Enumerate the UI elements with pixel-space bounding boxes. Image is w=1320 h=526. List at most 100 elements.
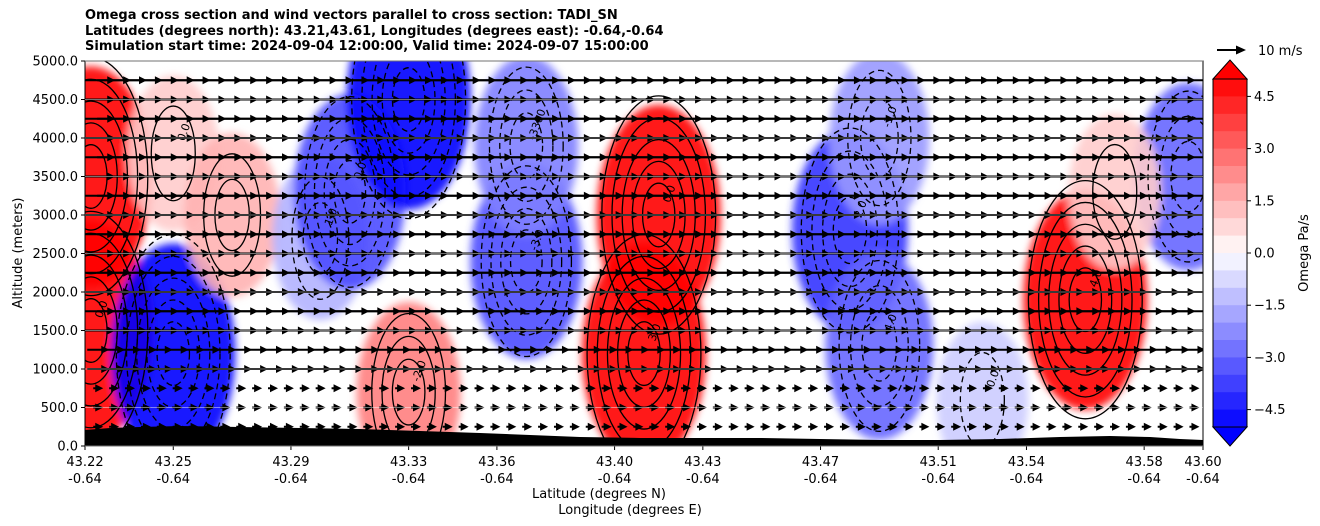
contour-line (500, 207, 553, 315)
x-tick-label-lon: -0.64 (1127, 472, 1161, 487)
wind-vector (1046, 422, 1057, 431)
wind-vector (315, 384, 326, 393)
wind-vector (283, 384, 294, 393)
wind-vector (410, 422, 421, 431)
colorbar-segment (1213, 218, 1247, 237)
colorbar-tick-label: −4.5 (1254, 403, 1286, 418)
x-axis-label-longitude: Longitude (degrees E) (558, 503, 702, 518)
x-tick-label-lat: 43.58 (1126, 455, 1163, 470)
contour-line (490, 186, 563, 336)
wind-vector (919, 422, 930, 431)
title-line-2: Latitudes (degrees north): 43.21,43.61, … (85, 23, 664, 39)
contour-label: 0.0 (92, 299, 110, 320)
x-tick-label-lon: -0.64 (392, 472, 426, 487)
wind-vector (156, 384, 167, 393)
colorbar-tick-label: −1.5 (1254, 299, 1286, 314)
wind-vector (474, 384, 485, 393)
wind-vector (363, 384, 374, 393)
wind-vector (252, 384, 263, 393)
wind-vector (760, 384, 771, 393)
wind-vector (299, 384, 310, 393)
wind-vector (93, 384, 104, 393)
colorbar-tick-label: 0.0 (1254, 247, 1275, 262)
wind-vector (665, 422, 676, 431)
wind-vector (410, 384, 421, 393)
contour-line (861, 310, 898, 382)
x-tick-label-lat: 43.51 (920, 455, 957, 470)
colorbar-segment (1213, 270, 1247, 289)
wind-vector (93, 422, 104, 431)
x-tick-label-lon: -0.64 (480, 472, 514, 487)
x-tick-label-lon: -0.64 (686, 472, 720, 487)
x-tick-label-lat: 43.43 (684, 455, 721, 470)
contour-labels: 0.0-3.03.01.0 2.04.0-1.0-2.0-4.0-33000.00… (92, 104, 1105, 389)
wind-vector (951, 422, 962, 431)
wind-vector (125, 384, 136, 393)
omega-cell (1068, 113, 1161, 270)
wind-vector (1177, 117, 1203, 120)
x-tick-label-lon: -0.64 (804, 472, 838, 487)
wind-vector (903, 422, 914, 431)
contour-line (1048, 223, 1123, 376)
wind-vector (426, 384, 437, 393)
wind-vector (967, 422, 978, 431)
wind-vector (172, 384, 183, 393)
colorbar-segment (1213, 357, 1247, 376)
colorbar-segment (1213, 392, 1247, 411)
wind-vector (585, 384, 596, 393)
wind-vector (585, 422, 596, 431)
x-tick-label-lat: 43.60 (1184, 455, 1221, 470)
colorbar-tick-label: 4.5 (1254, 90, 1275, 105)
wind-vector (776, 422, 787, 431)
contour-line (509, 112, 544, 180)
x-tick-label-lat: 43.40 (596, 455, 633, 470)
wind-vector (824, 384, 835, 393)
contour-line (832, 196, 868, 265)
wind-vector (1141, 384, 1152, 393)
contour-label: 0.0 (984, 368, 1002, 389)
wind-vector (665, 384, 676, 393)
wind-vector (839, 422, 850, 431)
wind-vector (1141, 422, 1152, 431)
wind-vector (1078, 384, 1089, 393)
wind-vector (601, 422, 612, 431)
wind-vector (426, 422, 437, 431)
colorbar-segment (1213, 374, 1247, 393)
wind-vector (855, 422, 866, 431)
contour-line (606, 277, 682, 430)
contour-line (488, 66, 564, 225)
colorbar-segment (1213, 200, 1247, 219)
y-tick-label: 0.0 (57, 440, 78, 455)
wind-vector (204, 384, 215, 393)
wind-vector (220, 384, 231, 393)
colorbar-max-extension (1211, 59, 1249, 80)
colorbar-tick-label: 3.0 (1254, 142, 1275, 157)
wind-vector (490, 384, 501, 393)
colorbar: 4.5 3.0 1.5 0.0 −1.5 −3.0 −4.5 (1211, 59, 1286, 447)
wind-vector (696, 422, 707, 431)
wind-vector (887, 384, 898, 393)
x-tick-label-lat: 43.33 (390, 455, 427, 470)
colorbar-segment (1213, 79, 1247, 97)
colorbar-segment (1213, 287, 1247, 306)
wind-vector (696, 384, 707, 393)
y-axis-ticks: 0.0 500.0 1000.0 1500.0 2000.0 2500.0 3000.0 35… (33, 55, 1203, 455)
contour-line (115, 233, 231, 446)
wind-vector (998, 422, 1009, 431)
colorbar-tick-label: −3.0 (1254, 351, 1286, 366)
wind-vector (633, 384, 644, 393)
plot-area: 0.0-3.03.01.0 2.04.0-1.0-2.0-4.0-33000.00… (84, 60, 1204, 447)
quiver-key-label: 10 m/s (1258, 44, 1303, 59)
wind-vector (379, 384, 390, 393)
wind-vector (1177, 79, 1203, 82)
wind-vector (1173, 422, 1184, 431)
wind-vector (887, 422, 898, 431)
wind-vector (1062, 384, 1073, 393)
colorbar-segment (1213, 148, 1247, 167)
wind-vector (1062, 422, 1073, 431)
x-tick-label-lon: -0.64 (156, 472, 190, 487)
wind-vector (1094, 422, 1105, 431)
wind-vector (458, 384, 469, 393)
y-tick-label: 4500.0 (33, 93, 79, 108)
